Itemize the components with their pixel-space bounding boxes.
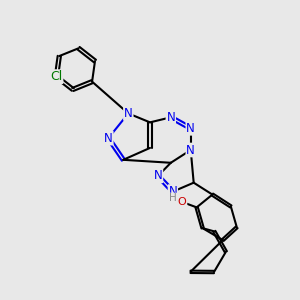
Text: N: N bbox=[167, 111, 175, 124]
Text: N: N bbox=[154, 169, 162, 182]
Text: N: N bbox=[186, 143, 195, 157]
Text: N: N bbox=[104, 132, 113, 145]
Text: N: N bbox=[186, 122, 195, 135]
Text: H: H bbox=[169, 194, 176, 203]
Text: N: N bbox=[124, 107, 133, 120]
Text: N: N bbox=[169, 185, 177, 198]
Text: Cl: Cl bbox=[50, 70, 62, 83]
Text: O: O bbox=[178, 197, 187, 207]
